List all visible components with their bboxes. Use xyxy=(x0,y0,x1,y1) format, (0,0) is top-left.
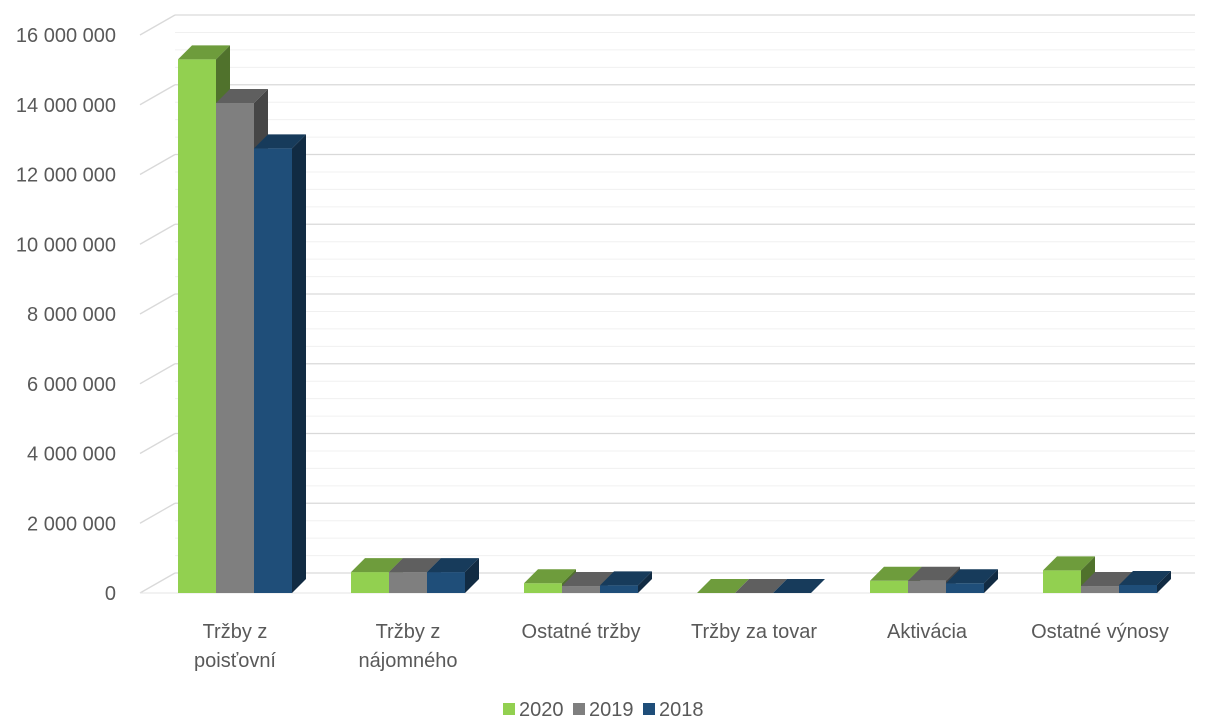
y-tick-label: 16 000 000 xyxy=(16,25,116,47)
bar-2019 xyxy=(1081,586,1119,593)
y-tick-label: 10 000 000 xyxy=(16,234,116,256)
bar-top-2018 xyxy=(1119,570,1171,585)
y-tick-label: 14 000 000 xyxy=(16,95,116,117)
legend-label-2018: 2018 xyxy=(659,699,704,721)
bar-2019 xyxy=(216,103,254,593)
legend: 2020 2019 2018 xyxy=(503,699,704,721)
bar-top-2020 xyxy=(697,579,749,593)
x-category-label: Tržby z xyxy=(376,621,441,643)
side-wall-gridline xyxy=(139,153,176,176)
bar-top-2018 xyxy=(773,579,825,593)
bar-top-2020 xyxy=(351,558,403,573)
x-category-label: nájomného xyxy=(359,650,458,672)
gridlines xyxy=(139,14,1195,594)
bar-top-2019 xyxy=(735,579,787,593)
bar-top-2020 xyxy=(1043,556,1095,571)
bar-top-2020 xyxy=(178,45,230,60)
y-axis-tick-labels: 0 2 000 000 4 000 000 6 000 000 8 000 000 10 … xyxy=(16,25,116,605)
bar-2019 xyxy=(389,572,427,593)
bar-top-2018 xyxy=(427,558,479,573)
bar-2018 xyxy=(254,148,292,593)
bar-side-2018 xyxy=(984,569,998,593)
bar-top-2018 xyxy=(254,134,306,149)
bar-2018 xyxy=(427,572,465,593)
x-category-label: Ostatné výnosy xyxy=(1031,621,1169,643)
bar-2020 xyxy=(178,59,216,594)
legend-swatch-2019 xyxy=(573,703,585,715)
x-category-label: poisťovní xyxy=(194,650,276,672)
bar-2018 xyxy=(946,583,984,593)
x-category-label: Tržby z xyxy=(203,621,268,643)
bar-2020 xyxy=(524,583,562,593)
bar-side-2018 xyxy=(292,134,306,593)
bar-2020 xyxy=(1043,570,1081,593)
bar-top-2020 xyxy=(870,566,922,581)
y-tick-label: 0 xyxy=(105,583,116,605)
bar-top-2018 xyxy=(600,571,652,586)
bar-2020 xyxy=(351,572,389,593)
legend-label-2019: 2019 xyxy=(589,699,634,721)
side-wall-gridline xyxy=(139,14,176,36)
y-tick-label: 2 000 000 xyxy=(27,513,116,535)
y-tick-label: 6 000 000 xyxy=(27,374,116,396)
bar-top-2019 xyxy=(908,566,960,581)
side-wall-gridline xyxy=(139,502,176,524)
bar-2019 xyxy=(562,586,600,593)
bar-top-2019 xyxy=(562,572,614,587)
y-tick-label: 12 000 000 xyxy=(16,165,116,187)
legend-swatch-2020 xyxy=(503,703,515,715)
y-tick-label: 8 000 000 xyxy=(27,304,116,326)
bars xyxy=(178,45,1171,594)
side-wall-gridline xyxy=(139,363,176,385)
bar-top-2018 xyxy=(946,569,998,584)
bar-2018 xyxy=(600,585,638,593)
bar-side-2018 xyxy=(638,571,652,593)
bar-top-2019 xyxy=(1081,572,1133,587)
bar-top-2019 xyxy=(216,89,268,104)
legend-label-2020: 2020 xyxy=(519,699,564,721)
legend-swatch-2018 xyxy=(643,703,655,715)
side-wall-gridline xyxy=(139,84,176,106)
bar-top-2020 xyxy=(524,569,576,584)
x-category-label: Tržby za tovar xyxy=(691,621,817,643)
y-tick-label: 4 000 000 xyxy=(27,444,116,466)
bar-2018 xyxy=(1119,584,1157,593)
bar-side-2018 xyxy=(1157,570,1171,593)
side-wall-gridline xyxy=(139,223,176,245)
bar-top-2019 xyxy=(389,558,441,573)
bar-side-2018 xyxy=(465,558,479,593)
side-wall-gridline xyxy=(139,432,176,455)
x-category-label: Aktivácia xyxy=(887,621,968,643)
x-category-label: Ostatné tržby xyxy=(522,621,641,643)
side-wall-gridline xyxy=(139,293,176,315)
bar-2019 xyxy=(908,580,946,593)
x-axis-category-labels: Tržby z poisťovní Tržby z nájomného Ostatné … xyxy=(194,621,1169,672)
bar-2020 xyxy=(870,580,908,593)
side-wall-gridline xyxy=(139,572,176,594)
